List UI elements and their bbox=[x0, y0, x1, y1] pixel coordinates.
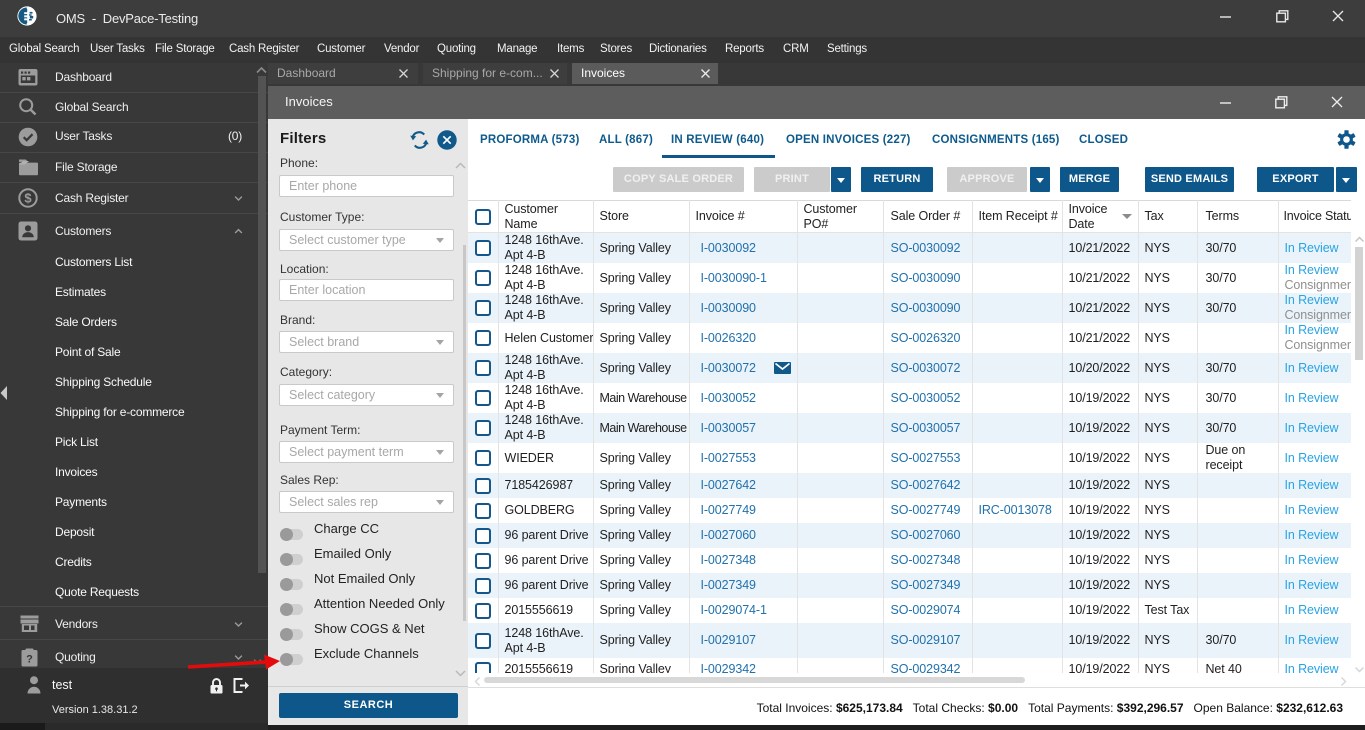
svg-text:$: $ bbox=[24, 191, 32, 206]
svg-text:?: ? bbox=[26, 654, 33, 666]
